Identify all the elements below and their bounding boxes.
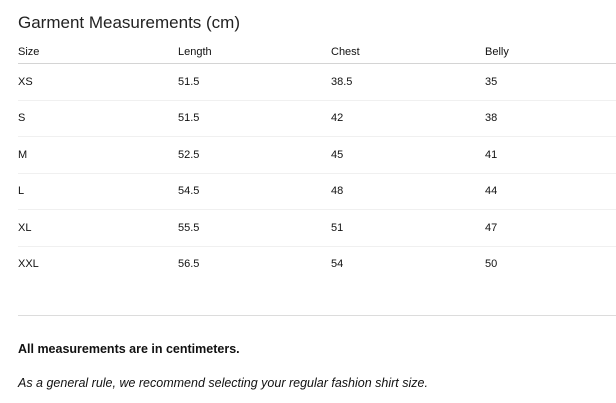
cell-belly: 38 bbox=[485, 100, 616, 137]
cell-size: XS bbox=[18, 63, 178, 101]
table-row: S 51.5 42 38 bbox=[18, 100, 616, 137]
measurements-table: Size Length Chest Belly XS 51.5 38.5 35 S 51.… bbox=[18, 40, 616, 282]
cell-length: 52.5 bbox=[178, 136, 331, 174]
header-length: Length bbox=[178, 40, 331, 64]
cell-size: L bbox=[18, 173, 178, 210]
header-belly: Belly bbox=[485, 40, 616, 64]
cell-size: XL bbox=[18, 209, 178, 247]
table-row: M 52.5 45 41 bbox=[18, 136, 616, 174]
cell-belly: 47 bbox=[485, 209, 616, 247]
table-row: XXL 56.5 54 50 bbox=[18, 246, 616, 282]
cell-belly: 41 bbox=[485, 136, 616, 174]
cell-size: M bbox=[18, 136, 178, 174]
cell-size: S bbox=[18, 100, 178, 137]
recommendation-note: As a general rule, we recommend selectin… bbox=[18, 376, 428, 390]
cell-chest: 45 bbox=[331, 136, 485, 174]
divider bbox=[18, 315, 616, 316]
cell-length: 51.5 bbox=[178, 100, 331, 137]
table-header-row: Size Length Chest Belly bbox=[18, 40, 616, 64]
table-row: XS 51.5 38.5 35 bbox=[18, 63, 616, 101]
cell-chest: 54 bbox=[331, 258, 344, 271]
cell-length: 55.5 bbox=[178, 209, 331, 247]
cell-chest: 48 bbox=[331, 173, 485, 210]
cell-chest: 38.5 bbox=[331, 63, 485, 101]
table-row: XL 55.5 51 47 bbox=[18, 209, 616, 247]
cell-size: XXL bbox=[18, 258, 39, 271]
cell-length: 56.5 bbox=[178, 258, 200, 271]
units-note: All measurements are in centimeters. bbox=[18, 342, 240, 356]
header-chest: Chest bbox=[331, 40, 485, 64]
cell-chest: 51 bbox=[331, 209, 485, 247]
cell-length: 51.5 bbox=[178, 63, 331, 101]
table-row: L 54.5 48 44 bbox=[18, 173, 616, 210]
cell-belly: 44 bbox=[485, 173, 616, 210]
cell-belly: 50 bbox=[485, 258, 498, 271]
cell-chest: 42 bbox=[331, 100, 485, 137]
page-title: Garment Measurements (cm) bbox=[18, 13, 240, 32]
cell-belly: 35 bbox=[485, 63, 616, 101]
header-size: Size bbox=[18, 40, 178, 64]
cell-length: 54.5 bbox=[178, 173, 331, 210]
